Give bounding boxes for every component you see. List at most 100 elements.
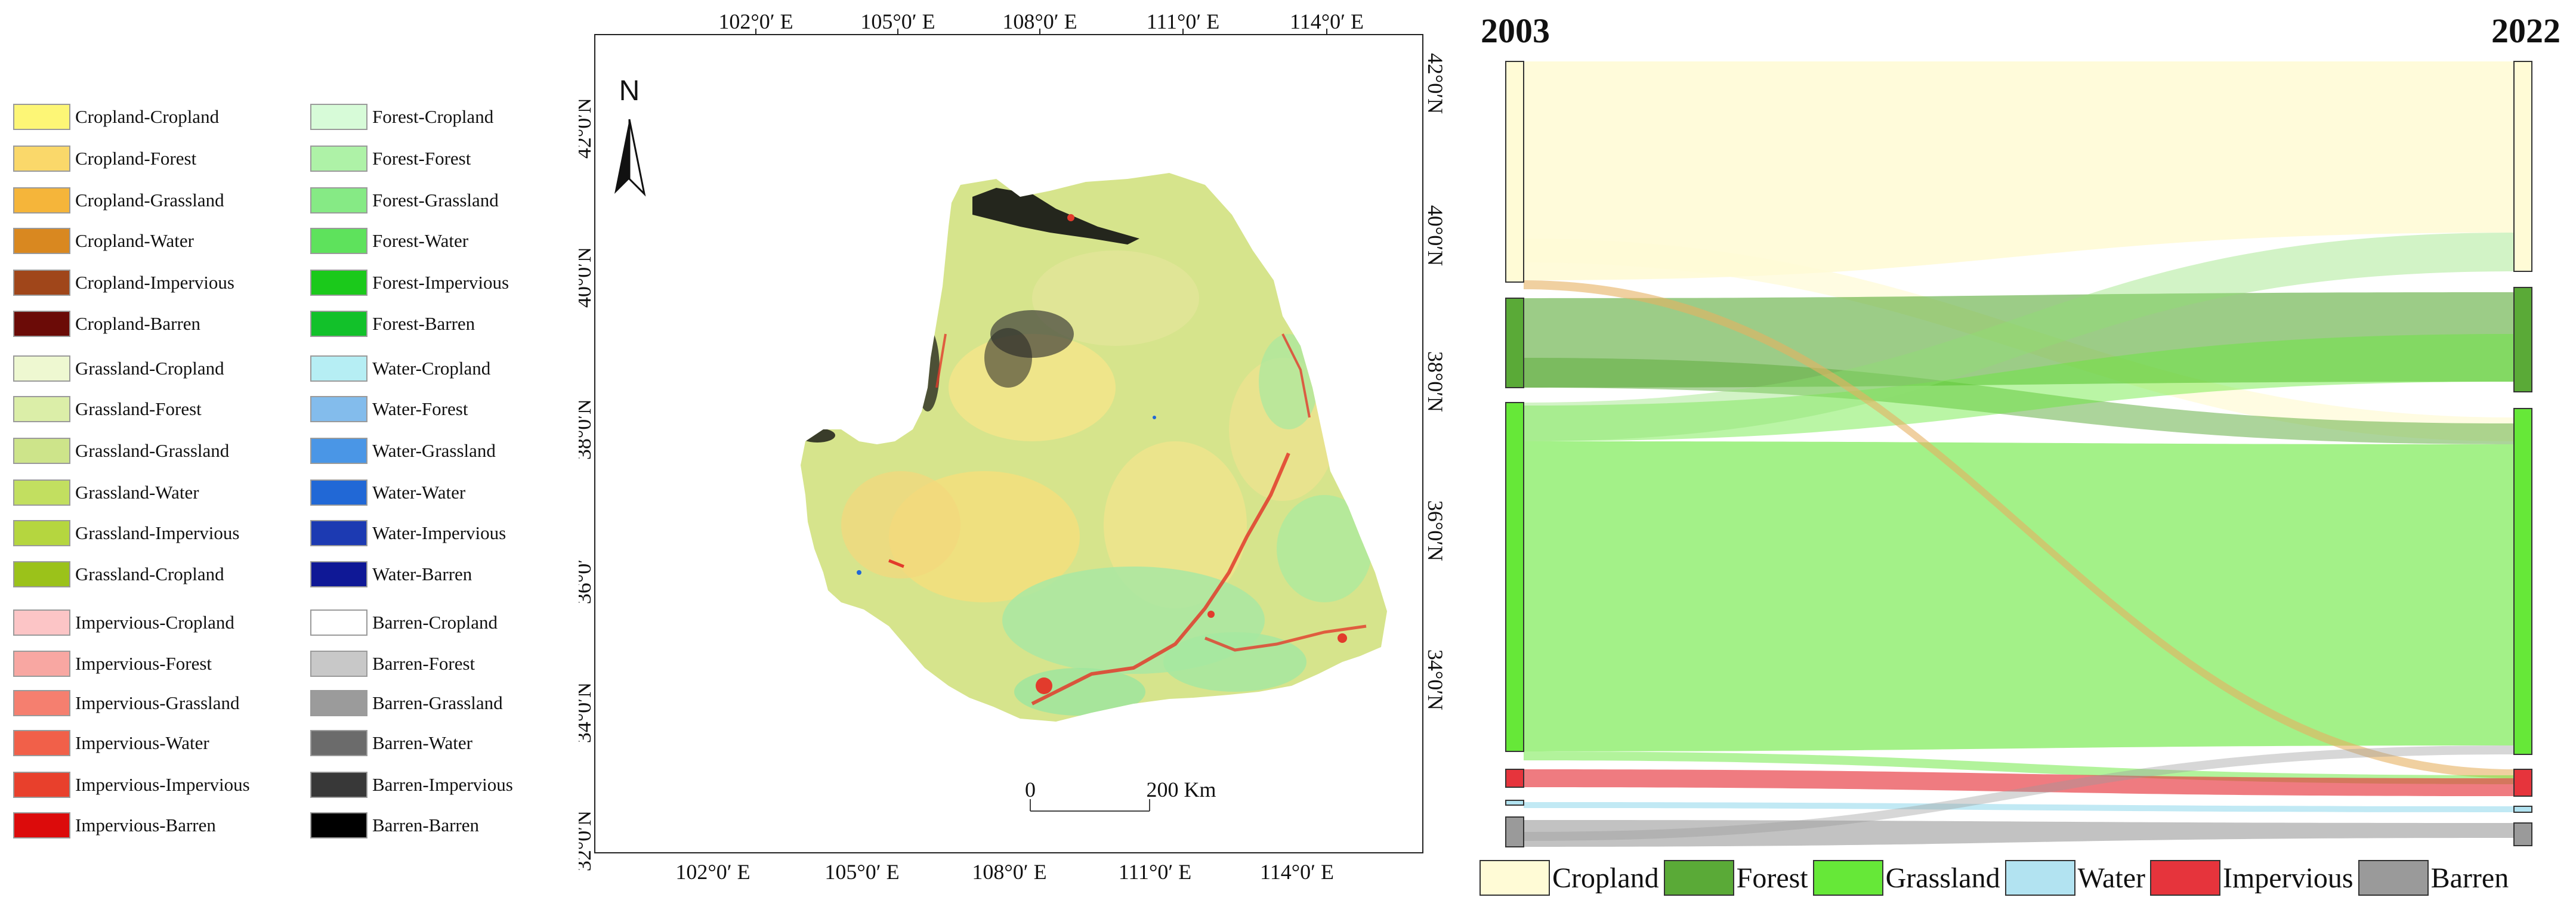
lon-label-top: 111°0′ E <box>1147 10 1220 33</box>
lon-label-bottom: 114°0′ E <box>1260 860 1334 884</box>
sankey-legend-item: Impervious <box>2149 860 2356 896</box>
sankey-legend-label: Water <box>2077 862 2145 894</box>
sankey-legend-swatch <box>1663 860 1734 896</box>
lon-label-top: 114°0′ E <box>1290 10 1364 33</box>
legend-item: Water-Water <box>310 477 465 508</box>
node-2022-impervious <box>2513 769 2532 797</box>
legend-item: Forest-Grassland <box>310 185 499 216</box>
legend-label: Impervious-Barren <box>75 815 216 836</box>
lat-label-right: 42°0′N <box>1423 53 1444 114</box>
node-2022-water <box>2513 806 2532 813</box>
lat-label-left: 38°0′N <box>579 399 595 460</box>
legend-swatch <box>310 609 367 636</box>
legend-item: Impervious-Barren <box>13 810 216 841</box>
legend-swatch <box>13 396 70 422</box>
scale-bar: 0 200 Km <box>1025 778 1216 812</box>
lon-label-bottom: 108°0′ E <box>972 860 1046 884</box>
sankey-legend-label: Impervious <box>2222 862 2353 894</box>
flow-grassland-impervious <box>1524 751 2514 784</box>
lon-label-top: 108°0′ E <box>1002 10 1077 33</box>
legend-swatch <box>13 812 70 838</box>
legend-swatch <box>310 187 367 213</box>
legend-item: Grassland-Cropland <box>13 353 224 384</box>
legend-label: Grassland-Grassland <box>75 440 230 461</box>
sankey-legend-item: Barren <box>2358 860 2512 896</box>
legend-label: Impervious-Forest <box>75 653 212 674</box>
legend-label: Forest-Cropland <box>372 106 494 127</box>
legend-label: Impervious-Water <box>75 732 209 753</box>
legend-label: Barren-Impervious <box>372 774 513 795</box>
left-lat-labels: 32°0′N 34°0′N 36°0′ 38°0′N 40°0′N 42°0′N <box>579 98 595 871</box>
legend-swatch <box>13 609 70 636</box>
legend-item: Barren-Cropland <box>310 607 498 638</box>
sankey-legend-swatch <box>2149 860 2220 896</box>
legend-label: Forest-Grassland <box>372 190 499 211</box>
lat-label-right: 36°0′N <box>1423 500 1444 561</box>
flow-impervious-impervious <box>1524 769 2514 796</box>
legend-item: Impervious-Impervious <box>13 769 250 800</box>
legend-swatch <box>13 690 70 716</box>
legend-item: Water-Impervious <box>310 518 506 549</box>
sankey-legend-item: Water <box>2004 860 2148 896</box>
north-arrow-icon: N <box>614 75 646 197</box>
sankey-legend-swatch <box>1479 860 1550 896</box>
legend-label: Impervious-Grassland <box>75 692 240 713</box>
lon-label-top: 102°0′ E <box>718 10 793 33</box>
legend-item: Grassland-Cropland <box>13 559 224 590</box>
lon-label-bottom: 105°0′ E <box>824 860 899 884</box>
legend-item: Barren-Forest <box>310 648 475 679</box>
node-2022-cropland <box>2513 61 2532 272</box>
legend-label: Forest-Barren <box>372 313 475 334</box>
legend-swatch <box>310 396 367 422</box>
legend-item: Impervious-Grassland <box>13 688 240 719</box>
node-2003-grassland <box>1505 402 1524 752</box>
legend-item: Grassland-Forest <box>13 394 202 425</box>
legend-swatch <box>13 228 70 254</box>
legend-item: Barren-Water <box>310 728 472 759</box>
node-2022-forest <box>2513 287 2532 392</box>
map-panel: 102°0′ E 105°0′ E 108°0′ E 111°0′ E 114°… <box>579 0 1444 919</box>
legend-label: Water-Water <box>372 482 466 503</box>
scale-zero-label: 0 <box>1025 778 1036 802</box>
legend-swatch <box>310 228 367 254</box>
legend-label: Barren-Cropland <box>372 612 498 633</box>
legend-swatch <box>310 520 367 546</box>
legend-item: Water-Forest <box>310 394 468 425</box>
land-change-map: 102°0′ E 105°0′ E 108°0′ E 111°0′ E 114°… <box>579 10 1444 884</box>
node-2003-water <box>1505 800 1524 806</box>
scale-distance-label: 200 Km <box>1147 778 1216 802</box>
lon-label-top: 105°0′ E <box>860 10 935 33</box>
top-lon-ticks <box>755 29 1327 35</box>
legend-swatch <box>13 311 70 337</box>
legend-swatch <box>310 479 367 506</box>
legend-label: Grassland-Forest <box>75 398 202 419</box>
legend-item: Impervious-Forest <box>13 648 212 679</box>
lat-label-right: 38°0′N <box>1423 351 1444 412</box>
legend-item: Impervious-Cropland <box>13 607 234 638</box>
flow-forest-forest <box>1524 292 2514 388</box>
flow-barren-grassland <box>1524 745 2514 841</box>
legend-item: Forest-Forest <box>310 143 471 174</box>
loess-plateau-region <box>801 173 1387 722</box>
lat-label-left: 32°0′N <box>579 810 595 871</box>
sankey-legend-swatch <box>1812 860 1883 896</box>
legend-swatch <box>13 561 70 587</box>
legend-item: Cropland-Forest <box>13 143 196 174</box>
sankey-nodes-2022 <box>2513 61 2532 846</box>
legend-swatch <box>13 104 70 130</box>
legend-label: Grassland-Cropland <box>75 358 224 379</box>
flow-grassland-forest <box>1524 334 2514 441</box>
legend-swatch <box>310 561 367 587</box>
legend-label: Cropland-Grassland <box>75 190 224 211</box>
node-2003-barren <box>1505 816 1524 847</box>
sankey-legend-swatch <box>2004 860 2075 896</box>
top-lon-labels: 102°0′ E 105°0′ E 108°0′ E 111°0′ E 114°… <box>718 10 1364 33</box>
lon-label-bottom: 111°0′ E <box>1119 860 1192 884</box>
legend-item: Cropland-Barren <box>13 308 200 339</box>
sankey-legend-label: Grassland <box>1885 862 2000 894</box>
legend-label: Grassland-Impervious <box>75 522 240 543</box>
legend-item: Barren-Impervious <box>310 769 513 800</box>
flow-barren-barren <box>1524 820 2514 847</box>
legend-item: Grassland-Water <box>13 477 199 508</box>
